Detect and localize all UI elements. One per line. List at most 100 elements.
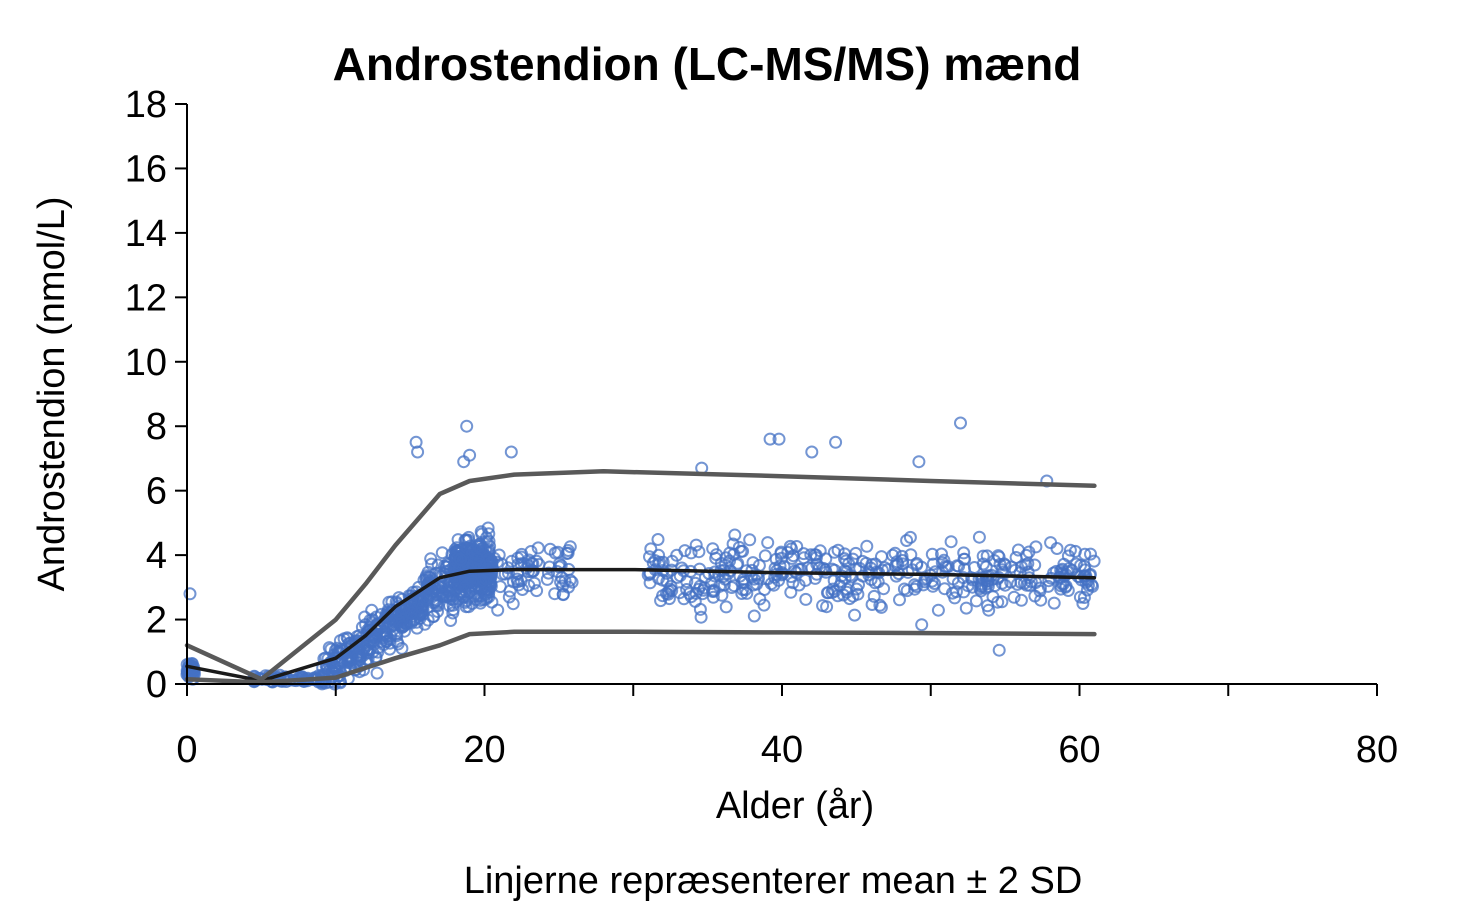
data-point (652, 548, 666, 562)
data-point (357, 643, 371, 657)
mean-line (185, 567, 1097, 683)
data-point (829, 435, 843, 449)
data-point (1078, 547, 1092, 561)
data-point (511, 575, 525, 589)
data-point (859, 556, 873, 570)
data-point (723, 554, 736, 568)
data-point (954, 416, 967, 430)
data-point (816, 599, 830, 613)
data-point (846, 589, 860, 603)
data-point (893, 593, 906, 607)
data-point (411, 445, 425, 459)
data-point (560, 547, 574, 560)
data-point (458, 533, 472, 547)
data-point (957, 546, 971, 560)
data-point (515, 547, 529, 561)
data-point (522, 579, 536, 593)
data-point (867, 589, 881, 603)
data-point (433, 584, 447, 598)
data-point (900, 534, 914, 547)
x-tick-label: 40 (761, 729, 803, 771)
data-point (449, 582, 463, 596)
data-point (936, 565, 949, 579)
data-point (726, 537, 740, 551)
data-point (974, 584, 988, 598)
data-point (743, 533, 757, 547)
data-point (875, 550, 888, 564)
data-point (961, 579, 975, 593)
data-point (424, 552, 438, 566)
data-point (374, 635, 388, 649)
data-point (799, 592, 813, 606)
data-point (1047, 596, 1061, 610)
reference-lines (184, 469, 1097, 685)
data-point (719, 600, 733, 614)
data-point (712, 567, 726, 581)
data-point (370, 666, 384, 680)
data-point (727, 579, 741, 593)
data-point (365, 603, 379, 617)
lower-sd-line (184, 629, 1097, 685)
data-point (775, 551, 788, 565)
data-point (758, 549, 772, 563)
data-point (1084, 547, 1097, 561)
data-point (827, 545, 841, 559)
data-point (865, 598, 879, 611)
data-point (1087, 554, 1101, 568)
data-point (903, 530, 917, 544)
data-point (896, 554, 910, 567)
data-point (643, 550, 656, 564)
data-point (443, 599, 457, 613)
data-point (848, 608, 862, 622)
data-point (757, 598, 771, 612)
data-point (868, 557, 882, 571)
data-point (563, 540, 577, 554)
data-point (792, 578, 806, 592)
data-point (694, 610, 708, 624)
data-point (889, 569, 903, 583)
y-tick-label: 6 (146, 471, 167, 513)
data-point (435, 546, 449, 560)
data-point (543, 542, 557, 556)
data-point (1011, 577, 1024, 591)
data-point (1050, 542, 1064, 555)
x-tick-label: 80 (1356, 729, 1398, 771)
data-point (721, 567, 735, 581)
data-point (1029, 540, 1043, 554)
data-point (391, 637, 405, 651)
data-point (410, 621, 424, 635)
data-point (430, 596, 444, 610)
data-point (839, 554, 853, 568)
data-point (396, 619, 410, 633)
data-point (651, 533, 665, 546)
data-point (183, 587, 197, 601)
data-point (490, 555, 504, 569)
data-point (702, 567, 716, 580)
data-point (654, 594, 668, 608)
data-point (1014, 593, 1028, 607)
data-point (350, 651, 363, 664)
data-point (460, 419, 474, 433)
data-point (900, 584, 914, 598)
data-point (465, 574, 479, 588)
data-point (836, 588, 850, 602)
x-tick-label: 0 (176, 729, 197, 771)
data-point (982, 603, 996, 617)
data-point (1005, 560, 1018, 574)
data-point (644, 542, 658, 556)
y-axis-label: Androstendion (nmol/L) (31, 197, 73, 592)
scatter-points (180, 416, 1101, 691)
data-point (660, 566, 674, 580)
data-point (662, 592, 676, 606)
data-point (938, 582, 952, 596)
data-point (556, 587, 570, 601)
data-point (506, 597, 520, 611)
plot-area: 0 2 4 6 8 10 12 14 16 18 0 20 40 60 80 (125, 84, 1398, 771)
data-point (542, 566, 555, 580)
data-point (959, 601, 973, 615)
data-point (663, 582, 677, 596)
data-point (403, 601, 417, 615)
data-point (949, 585, 963, 599)
data-point (1011, 543, 1025, 557)
